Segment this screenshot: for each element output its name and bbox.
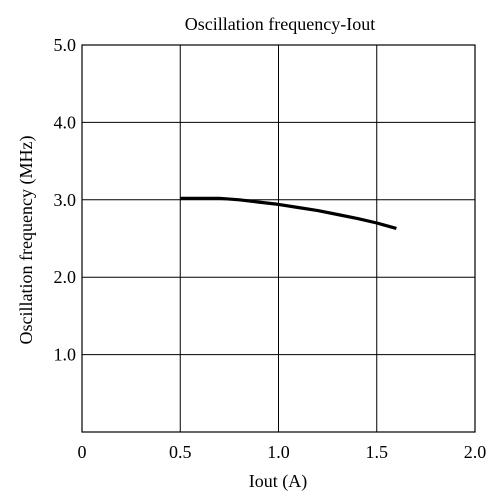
x-tick-label: 0 — [78, 442, 87, 462]
y-tick-label: 4.0 — [54, 112, 77, 132]
plot-frame — [81, 44, 476, 433]
grid — [82, 45, 475, 432]
y-axis-label: Oscillation frequency (MHz) — [16, 136, 37, 345]
y-tick-label: 5.0 — [54, 35, 77, 55]
series-group — [180, 196, 397, 230]
x-tick-label: 1.5 — [366, 442, 389, 462]
x-tick-label: 1.0 — [267, 442, 290, 462]
series-line — [180, 196, 397, 230]
x-tick-label: 2.0 — [464, 442, 487, 462]
chart-title: Oscillation frequency-Iout — [185, 14, 375, 34]
y-tick-label: 2.0 — [54, 267, 77, 287]
x-tick-labels: 0 0.5 1.0 1.5 2.0 — [78, 442, 487, 462]
y-tick-label: 1.0 — [54, 345, 77, 365]
y-tick-labels: 1.0 2.0 3.0 4.0 5.0 — [54, 35, 77, 365]
x-tick-label: 0.5 — [169, 442, 192, 462]
y-tick-label: 3.0 — [54, 190, 77, 210]
x-axis-label: Iout (A) — [249, 471, 307, 492]
